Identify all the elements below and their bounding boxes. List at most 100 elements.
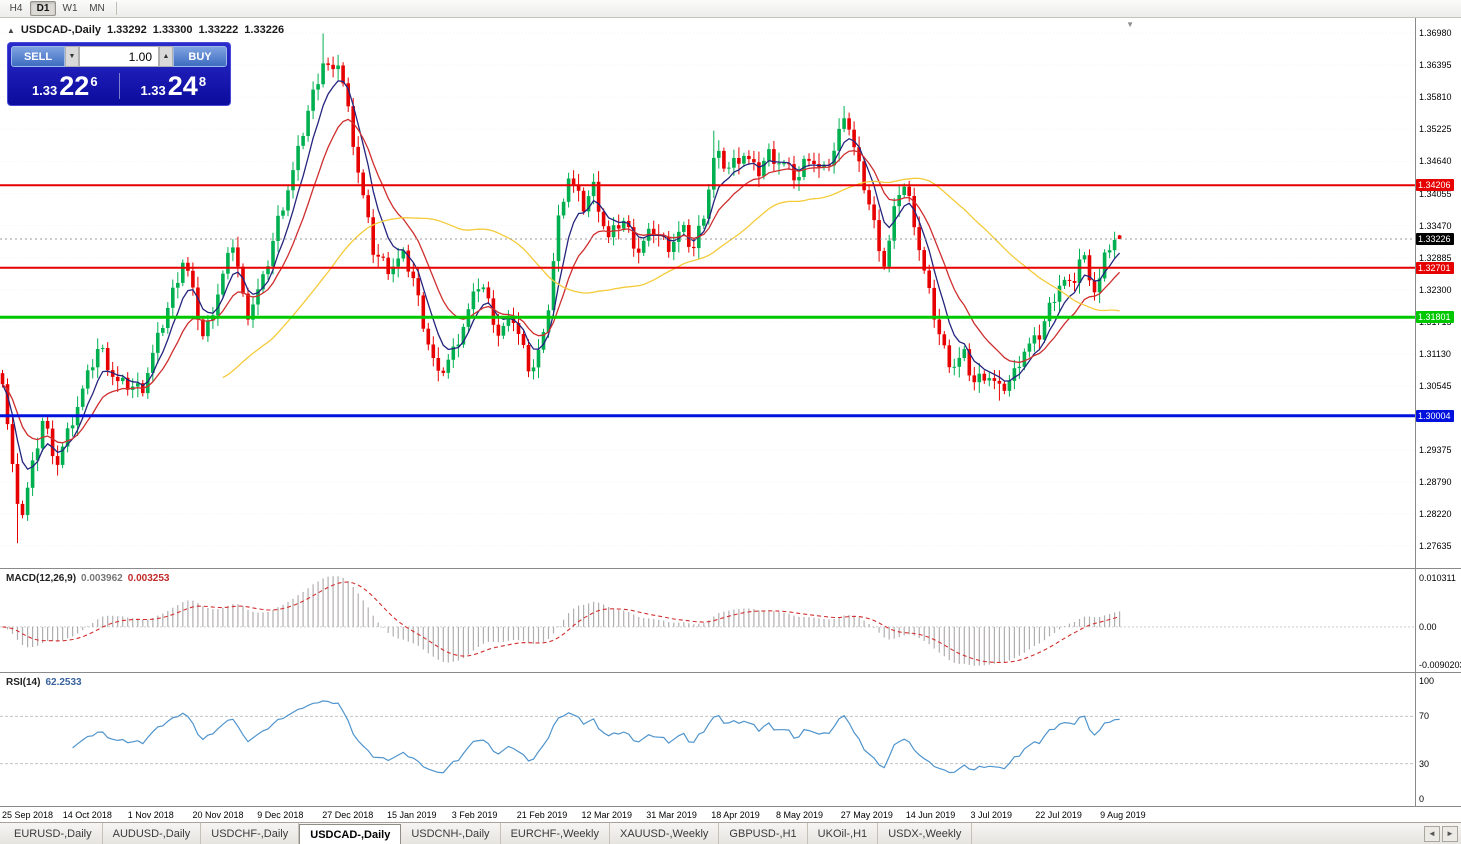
macd-indicator-panel[interactable]: MACD(12,26,9) 0.003962 0.003253 [0,568,1415,672]
price-scale-label: 1.35810 [1419,92,1452,103]
quote-open: 1.33292 [107,24,147,36]
timeframe-button-w1[interactable]: W1 [62,3,78,14]
tab-scroll-right-button[interactable]: ► [1442,825,1458,842]
price-scale-label: 1.29375 [1419,445,1452,456]
price-scale[interactable]: 1.36980 1.36395 1.35810 1.35225 1.34640 1.340… [1415,18,1461,568]
macd-label: MACD(12,26,9) 0.003962 0.003253 [6,573,169,584]
quote-low: 1.33222 [198,24,239,36]
level-price-badge: 1.30004 [1416,409,1454,422]
price-scale-label: 1.34640 [1419,156,1452,167]
date-axis[interactable]: 25 Sep 2018 14 Oct 2018 1 Nov 2018 20 Nov 2… [0,806,1461,822]
macd-scale-label: 0.00 [1419,621,1437,632]
date-axis-label: 8 May 2019 [776,810,824,820]
buy-price[interactable]: 1.33 24 8 [120,70,228,101]
buy-price-sup: 8 [198,73,207,89]
macd-signal-value: 0.003253 [127,573,170,584]
price-scale-label: 1.28790 [1419,477,1452,488]
volume-increase-icon[interactable]: ▲ [159,46,173,67]
tab-scroll-left-button[interactable]: ◄ [1424,825,1440,842]
date-axis-label: 9 Dec 2018 [257,810,304,820]
macd-title: MACD(12,26,9) [6,573,77,584]
date-axis-label: 3 Jul 2019 [970,810,1013,820]
chart-tab-gbpusd[interactable]: GBPUSD-,H1 [719,823,808,844]
rsi-indicator-panel[interactable]: RSI(14) 62.2533 [0,672,1415,806]
price-scale-label: 1.32885 [1419,252,1452,263]
chart-tab-eurchf[interactable]: EURCHF-,Weekly [501,823,610,844]
macd-scale[interactable]: 0.010311 0.00 -0.0090203 [1415,568,1461,672]
date-axis-label: 27 Dec 2018 [322,810,374,820]
date-axis-label: 9 Aug 2019 [1100,810,1146,820]
tab-scroll-buttons: ◄ ► [1422,823,1461,844]
candlestick-chart[interactable] [0,18,1415,568]
sell-button[interactable]: SELL [11,46,65,67]
chart-tab-ukoil[interactable]: UKOil-,H1 [808,823,879,844]
level-price-badge: 1.31801 [1416,311,1454,324]
price-scale-label: 1.31130 [1419,349,1451,359]
chart-shift-marker-icon: ▼ [1126,20,1135,29]
sell-price[interactable]: 1.33 22 6 [11,70,119,101]
quote-close: 1.33226 [244,24,285,36]
chart-tab-usdcnh[interactable]: USDCNH-,Daily [401,823,501,844]
date-axis-label: 14 Oct 2018 [62,810,112,820]
date-axis-label: 22 Jul 2019 [1035,810,1082,820]
chart-tab-xauusd[interactable]: XAUUSD-,Weekly [610,823,720,844]
macd-main-value: 0.003962 [81,573,123,584]
volume-decrease-icon[interactable]: ▼ [65,46,79,67]
price-chart-panel[interactable]: ▲ USDCAD-,Daily 1.33292 1.33300 1.33222 … [0,18,1415,568]
level-price-badge: 1.34206 [1416,179,1454,192]
price-scale-label: 1.33470 [1419,220,1452,231]
price-scale-label: 1.34055 [1419,188,1452,199]
macd-chart[interactable] [0,569,1415,672]
date-axis-label: 25 Sep 2018 [2,810,54,820]
price-scale-label: 1.27635 [1419,540,1452,551]
sell-price-main: 22 [59,70,90,101]
chart-tab-audusd[interactable]: AUDUSD-,Daily [103,823,202,844]
rsi-scale-label: 100 [1419,676,1435,686]
price-scale-label: 1.32300 [1419,284,1452,295]
chart-tab-eurusd[interactable]: EURUSD-,Daily [4,823,103,844]
quote-high: 1.33300 [152,24,193,36]
level-price-badge: 1.32701 [1416,261,1454,274]
sell-price-sup: 6 [90,73,98,89]
current-price-badge: 1.33226 [1416,233,1454,245]
rsi-scale-label: 30 [1419,758,1430,769]
timeframe-button-d1[interactable]: D1 [30,1,56,16]
buy-price-prefix: 1.33 [140,82,166,98]
date-axis-label: 12 Mar 2019 [581,810,633,820]
date-axis-label: 18 Apr 2019 [711,810,760,820]
rsi-scale[interactable]: 100 70 30 0 [1415,672,1461,806]
price-divider [118,73,120,99]
timeframe-button-mn[interactable]: MN [89,3,105,14]
chart-tabs: EURUSD-,Daily AUDUSD-,Daily USDCHF-,Daily U… [4,823,973,844]
date-axis-label: 1 Nov 2018 [127,810,174,820]
rsi-value: 62.2533 [45,677,82,688]
sell-price-prefix: 1.33 [31,82,58,98]
date-axis-label: 3 Feb 2019 [451,810,498,820]
rsi-chart[interactable] [0,673,1415,806]
timeframe-button-h4[interactable]: H4 [9,3,23,14]
toolbar-separator [116,2,117,15]
date-axis-label: 27 May 2019 [840,810,893,820]
buy-price-main: 24 [167,70,198,101]
chart-tab-usdcad[interactable]: USDCAD-,Daily [299,824,402,844]
price-scale-label: 1.36395 [1419,60,1452,71]
chart-symbol-label: USDCAD-,Daily [20,24,101,36]
timeframe-toolbar: H4 D1 W1 MN [0,0,1461,18]
date-axis-label: 14 Jun 2019 [905,810,956,820]
chart-tab-usdx[interactable]: USDX-,Weekly [878,823,973,844]
date-axis-label: 15 Jan 2019 [387,810,437,820]
chart-tab-bar: EURUSD-,Daily AUDUSD-,Daily USDCHF-,Daily U… [0,822,1461,844]
rsi-title: RSI(14) [6,677,41,688]
one-click-collapse-icon[interactable]: ▲ [7,25,15,35]
volume-input[interactable] [79,46,159,67]
chart-header: ▲ USDCAD-,Daily 1.33292 1.33300 1.33222 … [7,24,284,36]
date-axis-label: 31 Mar 2019 [646,810,697,820]
date-axis-label: 20 Nov 2018 [192,810,244,820]
price-scale-label: 1.35225 [1419,124,1452,135]
price-scale-label: 1.28220 [1419,508,1452,519]
chart-tab-usdchf[interactable]: USDCHF-,Daily [201,823,300,844]
buy-button[interactable]: BUY [173,46,227,67]
rsi-scale-label: 0 [1419,794,1425,804]
